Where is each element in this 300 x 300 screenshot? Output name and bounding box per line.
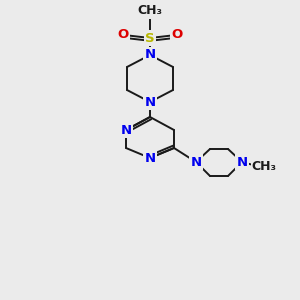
Text: N: N xyxy=(144,95,156,109)
Text: O: O xyxy=(171,28,183,41)
Text: CH₃: CH₃ xyxy=(137,4,163,17)
Text: N: N xyxy=(120,124,132,136)
Text: CH₃: CH₃ xyxy=(251,160,277,172)
Text: N: N xyxy=(144,49,156,62)
Text: S: S xyxy=(145,32,155,44)
Text: N: N xyxy=(236,155,247,169)
Text: O: O xyxy=(117,28,129,41)
Text: N: N xyxy=(190,155,202,169)
Text: N: N xyxy=(144,152,156,164)
